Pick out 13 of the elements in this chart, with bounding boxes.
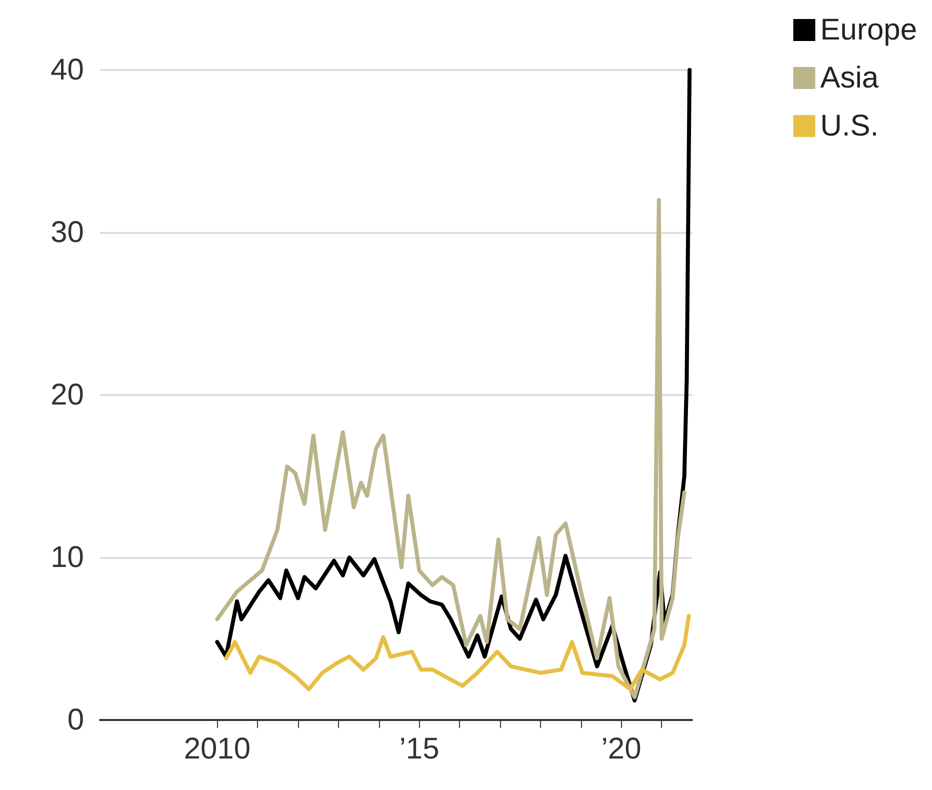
x-tick-label: 2010 — [184, 732, 251, 766]
legend-label: U.S. — [820, 110, 879, 142]
legend-label: Asia — [820, 62, 879, 94]
line-series — [224, 614, 691, 692]
y-tick-label: 10 — [50, 541, 84, 574]
y-tick-label: 40 — [50, 54, 84, 86]
line-series — [215, 198, 686, 700]
x-tick-label: ’15 — [399, 732, 440, 766]
y-tick-label: 0 — [67, 704, 84, 736]
y-tick-label: 30 — [50, 216, 84, 249]
y-tick-label: 20 — [50, 378, 84, 412]
x-tick-label: ’20 — [601, 732, 642, 766]
legend-label: Europe — [820, 14, 918, 46]
